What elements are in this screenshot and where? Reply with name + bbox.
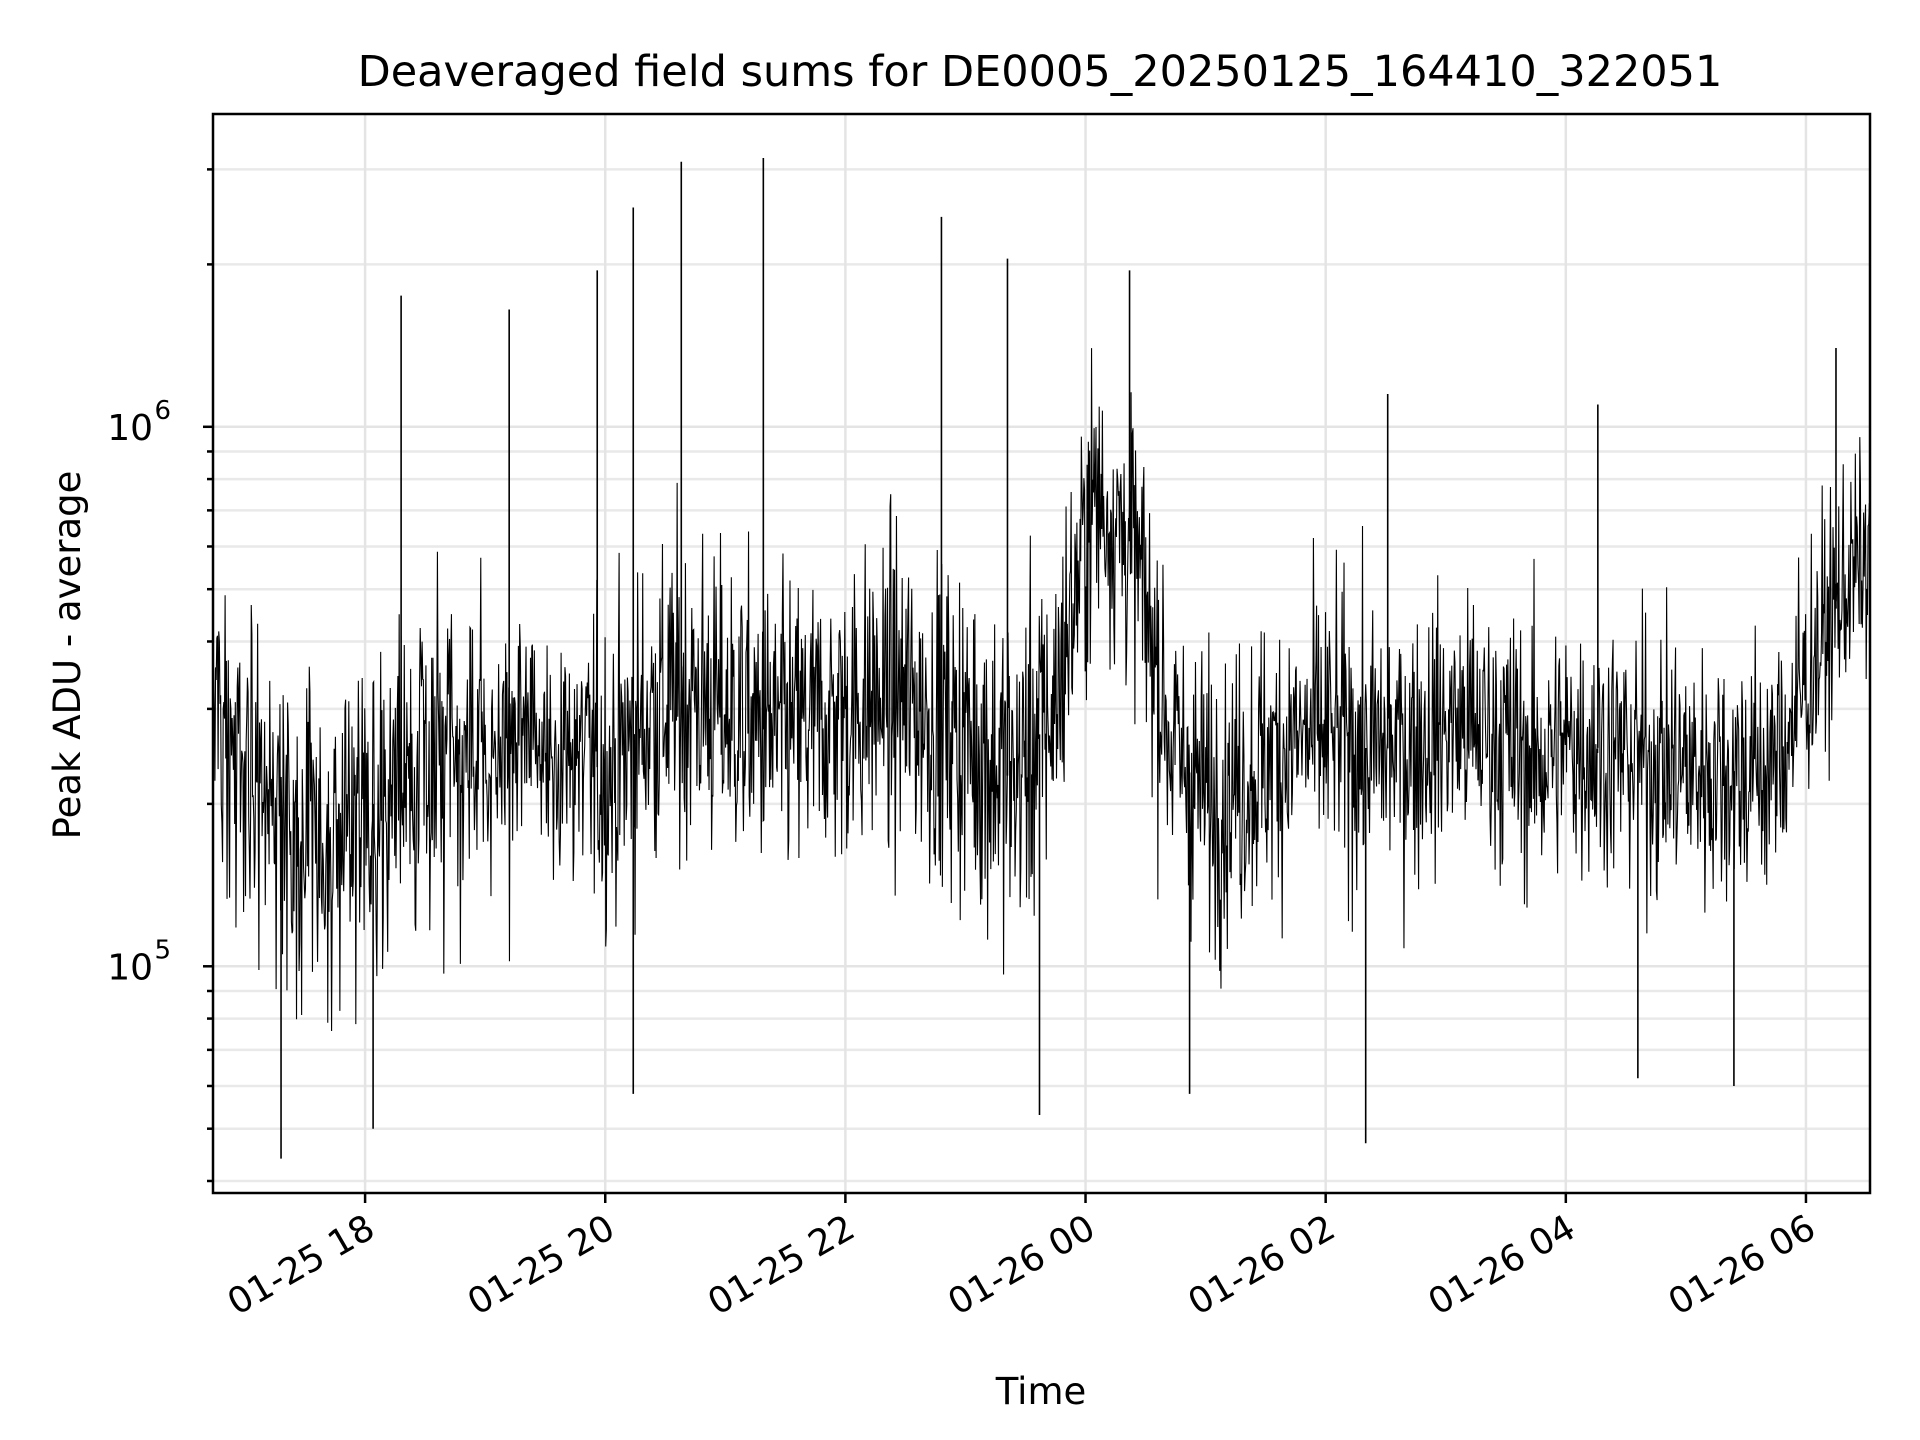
x-tick-label: 01-25 22 [701,1207,862,1323]
x-tick-label: 01-26 04 [1422,1207,1583,1323]
chart-title: Deaveraged field sums for DE0005_2025012… [358,47,1723,97]
y-tick-label-exponent: 5 [154,935,171,965]
x-axis-ticks: 01-25 18 01-25 20 01-25 22 01-26 00 01-26 02… [221,1193,1823,1324]
y-tick-label: 10 [107,947,153,988]
y-tick-label: 10 [107,408,153,449]
x-tick-label: 01-25 20 [461,1207,622,1323]
x-tick-label: 01-26 02 [1181,1207,1342,1323]
x-tick-label: 01-26 00 [941,1207,1102,1323]
x-axis-label: Time [995,1370,1087,1413]
y-tick-label-exponent: 6 [154,396,171,426]
x-tick-label: 01-26 06 [1662,1207,1823,1323]
plot-frame [211,112,1872,1195]
data-series [212,157,1871,1159]
y-axis-label: Peak ADU - average [46,471,89,840]
x-tick-label: 01-25 18 [221,1207,382,1323]
series-line [212,348,1871,1032]
